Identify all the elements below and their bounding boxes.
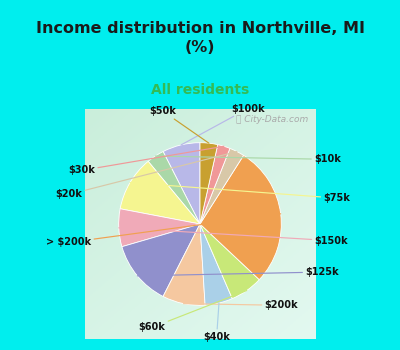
Text: $60k: $60k	[138, 290, 247, 332]
Text: $150k: $150k	[119, 228, 348, 246]
Text: $75k: $75k	[130, 183, 350, 203]
Text: $125k: $125k	[137, 267, 339, 277]
Wedge shape	[200, 224, 259, 299]
Text: > $200k: > $200k	[46, 214, 281, 247]
Text: All residents: All residents	[151, 83, 249, 97]
Text: $30k: $30k	[68, 146, 224, 175]
Wedge shape	[163, 224, 205, 305]
Wedge shape	[200, 148, 244, 224]
Wedge shape	[200, 155, 281, 280]
Wedge shape	[200, 145, 230, 224]
Text: $10k: $10k	[155, 154, 341, 164]
Text: $50k: $50k	[150, 106, 209, 143]
Text: $40k: $40k	[203, 303, 230, 342]
Wedge shape	[148, 152, 200, 224]
Wedge shape	[200, 143, 218, 224]
Wedge shape	[163, 143, 200, 224]
Text: $20k: $20k	[55, 152, 237, 200]
Wedge shape	[120, 161, 200, 224]
Text: $100k: $100k	[181, 104, 265, 145]
Text: Income distribution in Northville, MI
(%): Income distribution in Northville, MI (%…	[36, 21, 364, 55]
Text: ⓘ City-Data.com: ⓘ City-Data.com	[236, 116, 308, 125]
Text: $200k: $200k	[184, 300, 298, 310]
Wedge shape	[200, 224, 232, 305]
Wedge shape	[122, 224, 200, 296]
Wedge shape	[119, 209, 200, 247]
